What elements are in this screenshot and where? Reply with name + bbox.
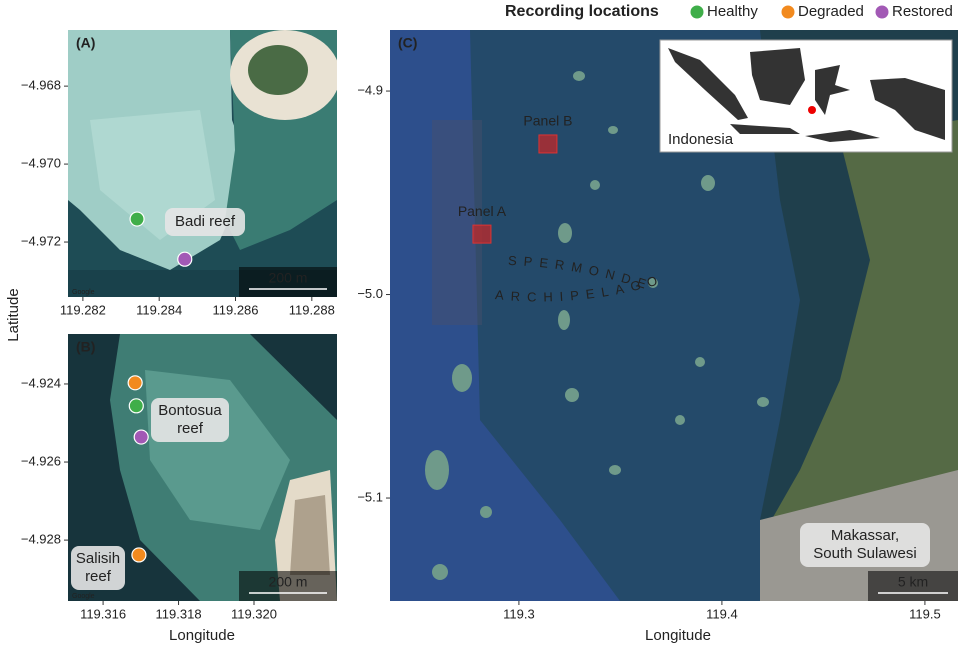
x-tick-label: 119.286 [212,302,258,317]
annotation-text: reef [177,420,204,437]
legend-label: Restored [892,3,953,20]
annotation-text: reef [85,568,112,585]
panel-marker [472,224,492,244]
x-axis-title: Longitude [645,627,711,644]
y-tick-label: −4.928 [21,532,61,547]
y-axis-title: Latitude [5,288,22,341]
legend-swatch [874,4,890,20]
legend-title: Recording locations [505,3,659,20]
legend-swatch [780,4,796,20]
scale-bar-bg [239,571,337,601]
x-tick-label: 119.288 [289,302,335,317]
annotation-text: Badi reef [175,213,236,230]
y-tick-label: −4.968 [21,78,61,93]
scale-bar-label: 200 m [269,574,308,590]
panel-label: (A) [76,35,95,51]
y-tick-label: −5.1 [357,489,383,504]
recording-site [128,398,144,414]
annotation-box [800,523,930,567]
panel-label: (B) [76,339,95,355]
scale-bar-label: 5 km [898,574,928,590]
legend-label: Healthy [707,3,758,20]
recording-site [177,251,193,267]
legend-label: Degraded [798,3,864,20]
x-axis-title: Longitude [169,627,235,644]
legend-swatch [689,4,705,20]
annotation-text: Makassar, [831,527,899,544]
x-tick-label: 119.3 [503,606,535,621]
panel-label: (C) [398,35,417,51]
recording-site [129,211,145,227]
scale-bar-label: 200 m [269,270,308,286]
annotation-box [71,546,125,590]
recording-site [131,547,147,563]
x-tick-label: 119.4 [706,606,738,621]
annotation-text: Bontosua [158,402,222,419]
watermark: Google [72,593,95,600]
x-tick-label: 119.5 [909,606,941,621]
annotation-text: South Sulawesi [813,545,916,562]
y-tick-label: −4.926 [21,453,61,468]
panel-marker-label: Panel A [458,203,507,219]
scale-bar-bg [239,267,337,297]
x-tick-label: 119.320 [231,606,277,621]
y-tick-label: −5.0 [357,286,383,301]
recording-site [133,429,149,445]
panel-marker-label: Panel B [523,113,572,129]
x-tick-label: 119.318 [156,606,202,621]
satellite-a [68,30,337,297]
annotation-box [151,398,229,442]
inset-label: Indonesia [668,131,734,148]
inset-map [659,39,953,153]
y-tick-label: −4.9 [357,82,383,97]
watermark: Google [72,289,95,296]
y-tick-label: −4.970 [21,156,61,171]
recording-site [127,375,143,391]
y-tick-label: −4.972 [21,233,61,248]
x-tick-label: 119.284 [136,302,182,317]
x-tick-label: 119.282 [60,302,106,317]
x-tick-label: 119.316 [80,606,126,621]
annotation-text: Salisih [76,550,120,567]
scale-bar-bg [868,571,958,601]
panel-marker [538,134,558,154]
annotation-box [165,208,245,236]
y-tick-label: −4.924 [21,375,61,390]
